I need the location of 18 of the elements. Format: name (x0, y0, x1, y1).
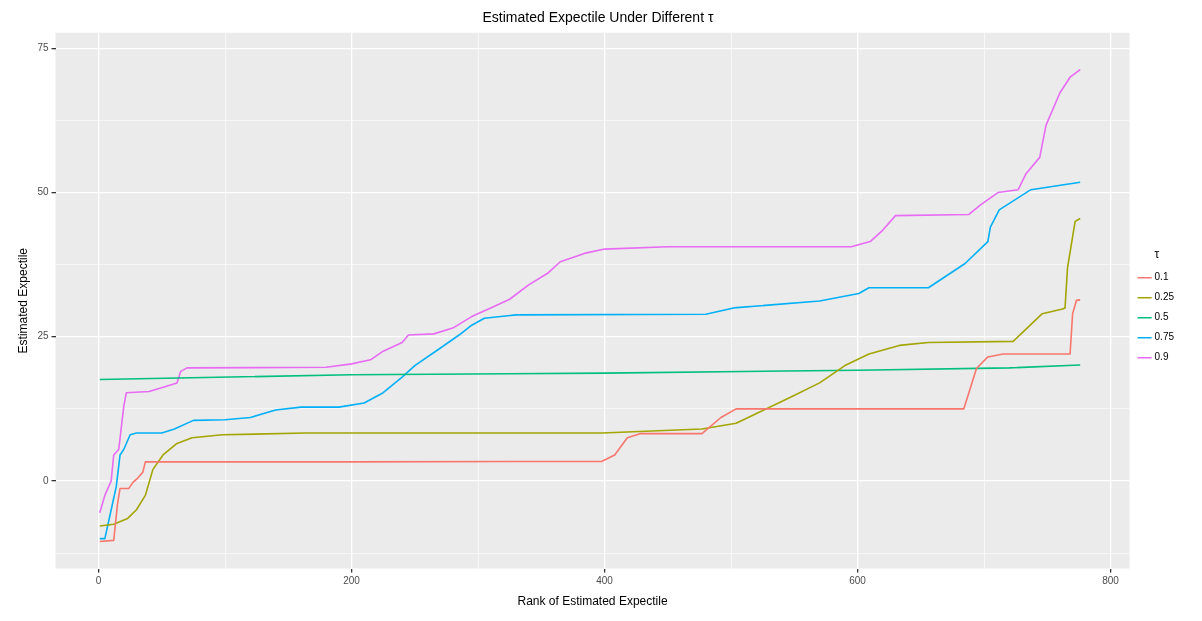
legend-label: 0.5 (1154, 311, 1169, 323)
x-tick-label: 800 (1102, 575, 1120, 587)
x-tick-label: 600 (849, 575, 867, 587)
y-tick-label: 75 (37, 42, 49, 54)
x-tick-label: 0 (95, 575, 102, 587)
legend-label: 0.9 (1154, 351, 1169, 363)
y-tick-label: 50 (37, 186, 49, 198)
y-tick-label: 0 (42, 474, 49, 486)
y-axis-title: Estimated Expectile (15, 247, 30, 354)
y-tick-label: 25 (37, 330, 49, 342)
legend-label: 0.1 (1154, 271, 1169, 283)
legend-label: 0.25 (1154, 291, 1175, 303)
chart-title: Estimated Expectile Under Different τ (482, 9, 714, 26)
legend-label: 0.75 (1154, 331, 1175, 343)
x-axis-title: Rank of Estimated Expectile (517, 594, 668, 609)
x-tick-label: 200 (343, 575, 361, 587)
x-tick-label: 400 (596, 575, 614, 587)
legend-title: τ (1154, 246, 1160, 261)
